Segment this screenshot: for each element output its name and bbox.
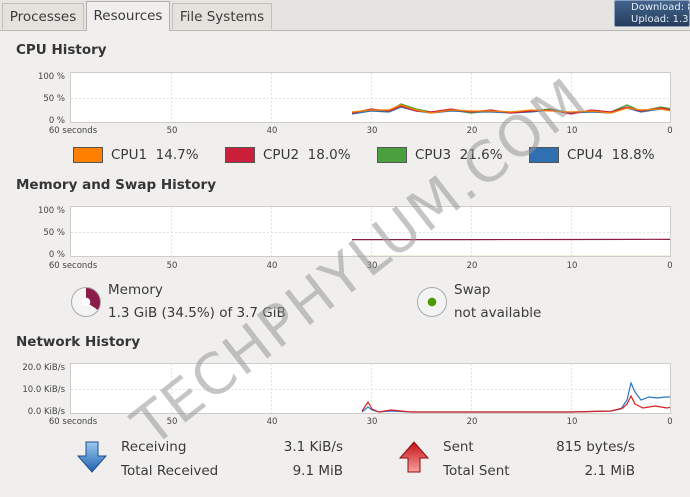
- net-xtick-50: 50: [166, 417, 178, 427]
- cpu2-color-button[interactable]: [225, 147, 255, 163]
- total-sent-label: Total Sent: [443, 463, 510, 479]
- cpu-xtick-50: 50: [166, 126, 178, 136]
- receive-line: [361, 381, 670, 413]
- mem-ytick-0: 0 %: [48, 250, 65, 260]
- net-ytick-10: 10.0 KiB/s: [22, 385, 65, 395]
- cpu-xtick-20: 20: [466, 126, 478, 136]
- mem-xtick-0: 0: [667, 261, 673, 271]
- receive-arrow-down-icon[interactable]: [77, 441, 107, 473]
- memory-label: Memory: [108, 282, 163, 298]
- total-sent-value: 2.1 MiB: [584, 463, 635, 479]
- cpu-xtick-60: 60 seconds: [48, 126, 98, 136]
- cpu-history-title: CPU History: [16, 42, 107, 58]
- memory-history-title: Memory and Swap History: [16, 177, 216, 193]
- tab-processes[interactable]: Processes: [2, 3, 84, 29]
- net-xtick-30: 30: [366, 417, 378, 427]
- cpu2-line: [351, 105, 670, 115]
- mem-xtick-10: 10: [566, 261, 578, 271]
- cpu1-line: [351, 104, 670, 114]
- cpu-history-graph: [70, 72, 671, 123]
- network-history-graph: [70, 363, 671, 414]
- net-xtick-40: 40: [266, 417, 278, 427]
- total-received-label: Total Received: [121, 463, 219, 479]
- download-speed: Download: 8: [631, 2, 690, 13]
- receiving-label: Receiving: [121, 439, 187, 455]
- cpu2-label: CPU2 18.0%: [263, 147, 351, 163]
- mem-xtick-50: 50: [166, 261, 178, 271]
- receiving-value: 3.1 KiB/s: [283, 439, 343, 455]
- net-ytick-20: 20.0 KiB/s: [22, 363, 65, 373]
- sent-arrow-up-icon[interactable]: [399, 441, 429, 473]
- cpu4-label: CPU4 18.8%: [567, 147, 655, 163]
- cpu-ytick-50: 50 %: [43, 94, 65, 104]
- cpu1-color-button[interactable]: [73, 147, 103, 163]
- net-xtick-10: 10: [566, 417, 578, 427]
- swap-value: not available: [454, 305, 542, 321]
- mem-xtick-60: 60 seconds: [48, 261, 98, 271]
- tab-file-systems[interactable]: File Systems: [172, 3, 272, 29]
- cpu-xtick-40: 40: [266, 126, 278, 136]
- memory-value: 1.3 GiB (34.5%) of 3.7 GiB: [108, 305, 286, 321]
- netspeed-widget: Download: 8 Upload: 1.3: [614, 0, 690, 27]
- total-received-value: 9.1 MiB: [292, 463, 343, 479]
- memory-pie-icon[interactable]: [71, 287, 101, 317]
- sent-line: [361, 394, 670, 413]
- cpu4-color-button[interactable]: [529, 147, 559, 163]
- net-xtick-0: 0: [667, 417, 673, 427]
- net-xtick-20: 20: [466, 417, 478, 427]
- sent-label: Sent: [443, 439, 474, 455]
- cpu-xtick-10: 10: [566, 126, 578, 136]
- sent-value: 815 bytes/s: [556, 439, 635, 455]
- tab-resources[interactable]: Resources: [86, 1, 170, 31]
- mem-xtick-30: 30: [366, 261, 378, 271]
- cpu1-label: CPU1 14.7%: [111, 147, 199, 163]
- swap-pie-icon[interactable]: [417, 287, 447, 317]
- cpu-xtick-0: 0: [667, 126, 673, 136]
- mem-xtick-40: 40: [266, 261, 278, 271]
- mem-ytick-100: 100 %: [37, 206, 65, 216]
- upload-speed: Upload: 1.3: [631, 14, 689, 25]
- cpu-ytick-0: 0 %: [48, 116, 65, 126]
- network-history-title: Network History: [16, 334, 141, 350]
- cpu-ytick-100: 100 %: [37, 72, 65, 82]
- cpu3-label: CPU3 21.6%: [415, 147, 503, 163]
- swap-label: Swap: [454, 282, 491, 298]
- tab-bar: Processes Resources File Systems: [0, 0, 690, 31]
- mem-ytick-50: 50 %: [43, 228, 65, 238]
- mem-xtick-20: 20: [466, 261, 478, 271]
- net-ytick-0: 0.0 KiB/s: [27, 407, 65, 417]
- cpu3-color-button[interactable]: [377, 147, 407, 163]
- cpu-xtick-30: 30: [366, 126, 378, 136]
- memory-history-graph: [70, 206, 671, 257]
- net-xtick-60: 60 seconds: [48, 417, 98, 427]
